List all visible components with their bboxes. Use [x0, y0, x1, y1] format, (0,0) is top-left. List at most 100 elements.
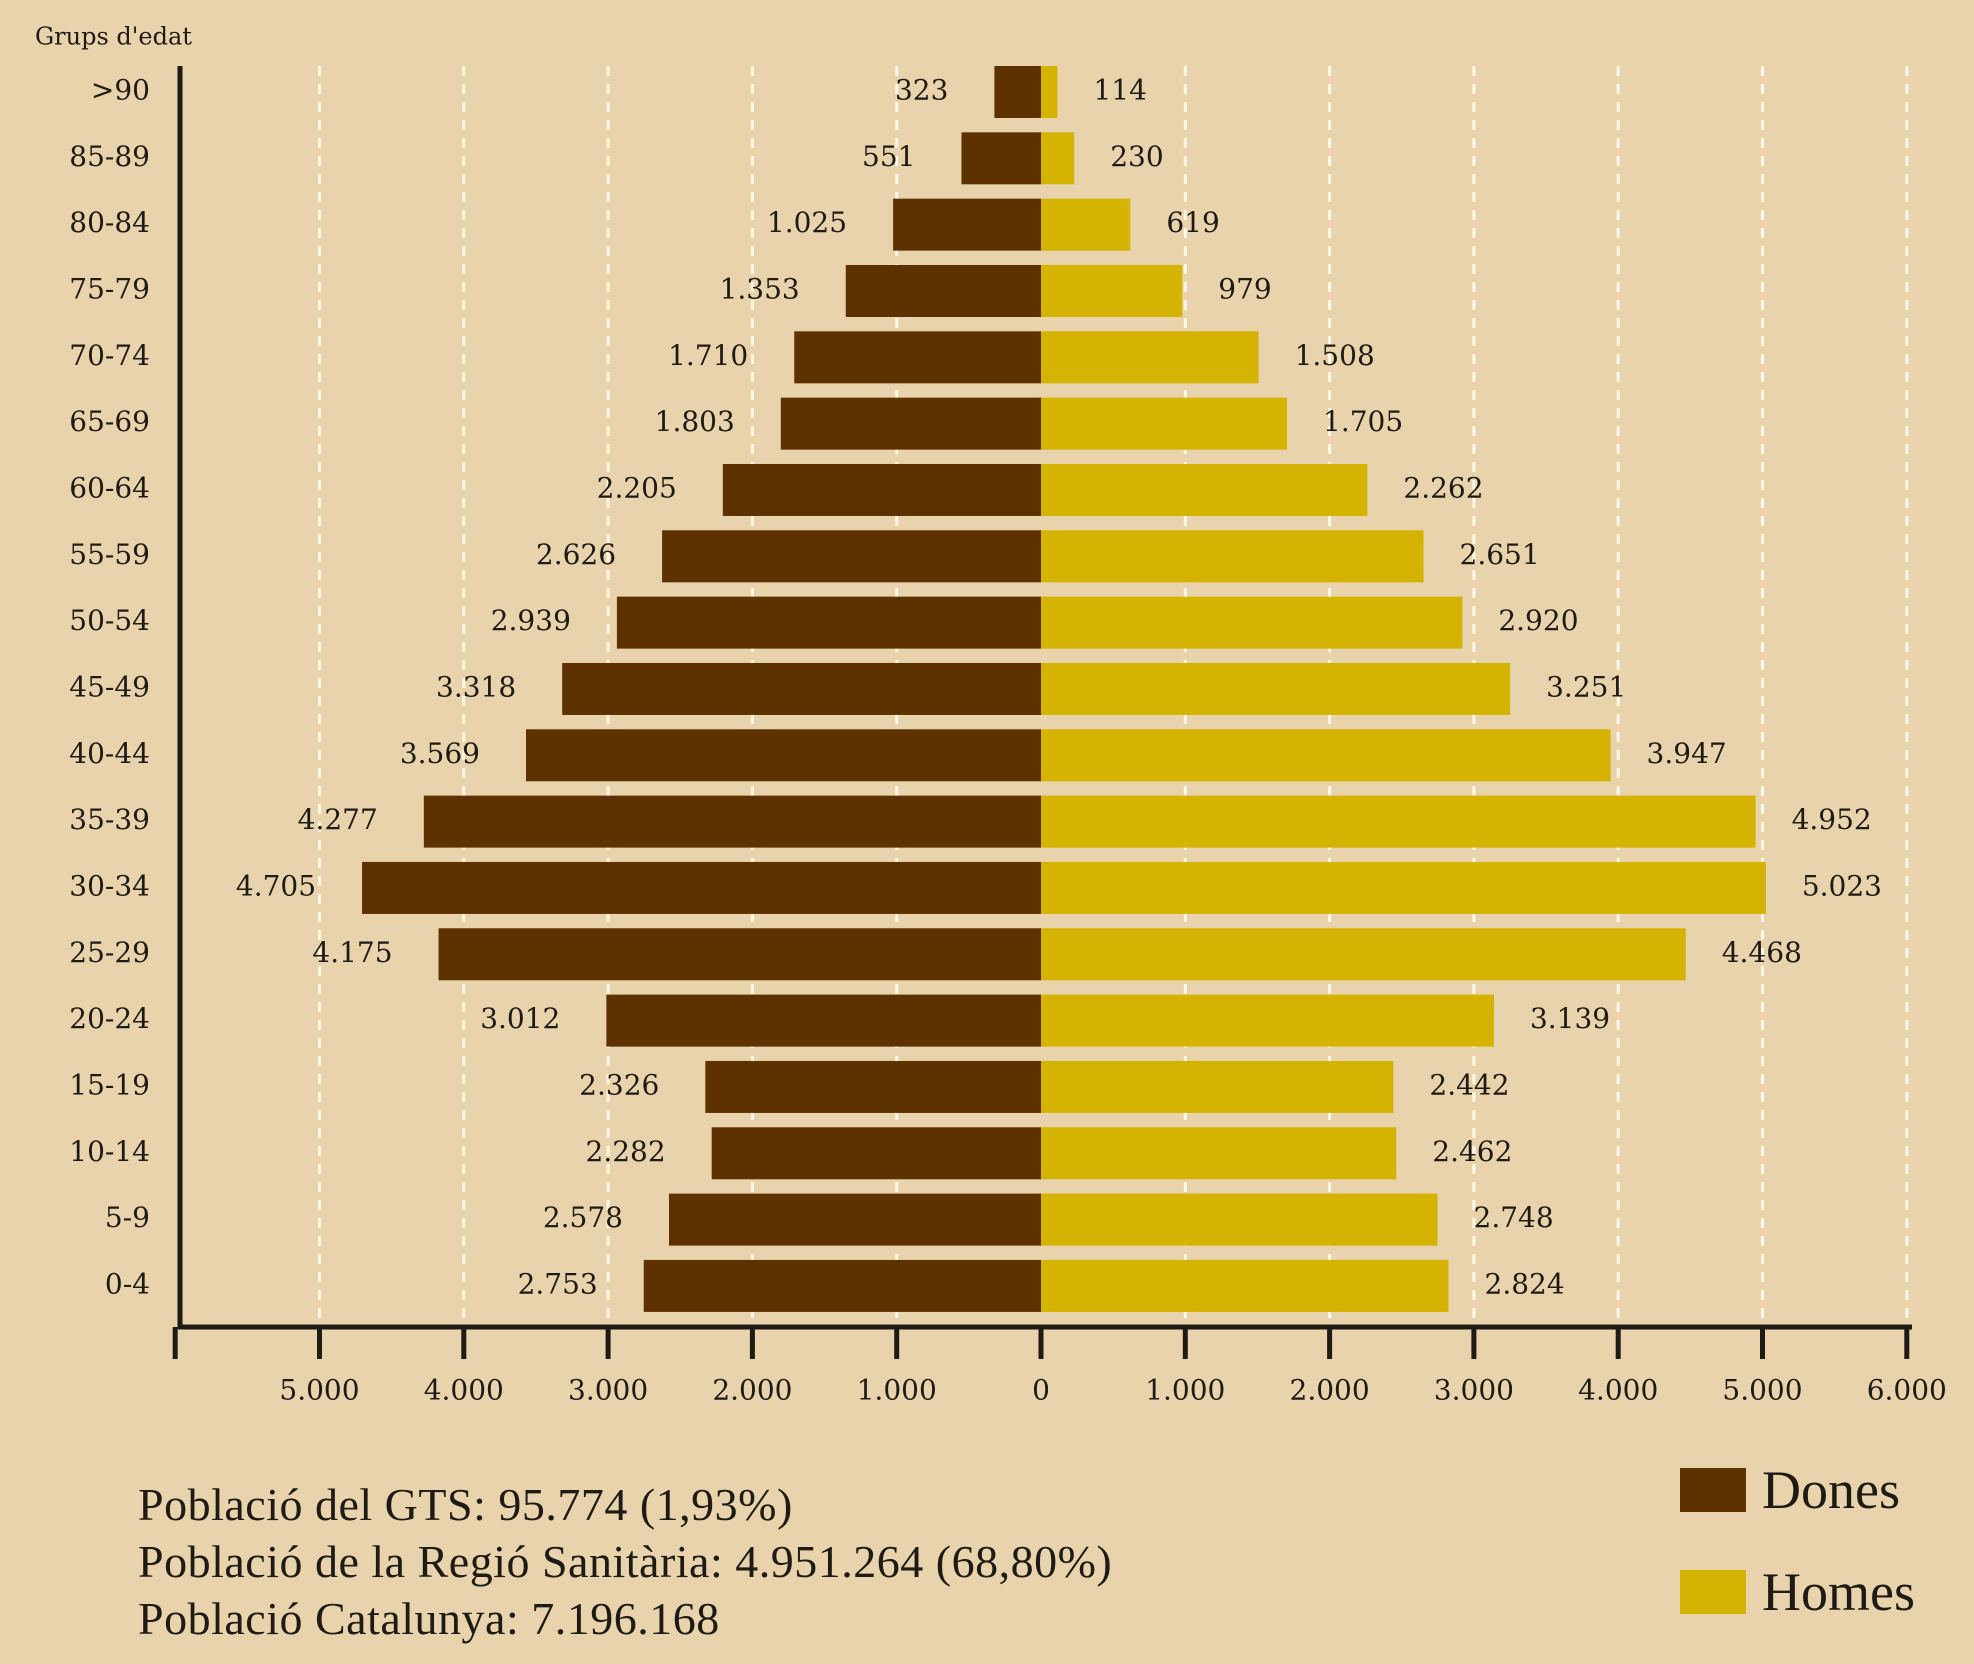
- value-label-homes: 114: [1093, 74, 1146, 107]
- value-label-dones: 3.318: [436, 670, 516, 703]
- category-label: 80-84: [69, 206, 150, 239]
- value-label-dones: 2.326: [579, 1068, 659, 1101]
- category-label: 35-39: [69, 803, 150, 836]
- x-tick-label: 0: [1032, 1374, 1050, 1407]
- bar-homes: [1041, 1259, 1449, 1312]
- x-tick-label: 2.000: [1290, 1374, 1370, 1407]
- legend-label-homes: Homes: [1762, 1562, 1915, 1622]
- bar-homes: [1041, 1193, 1438, 1246]
- x-tick-label: 6.000: [1867, 1374, 1947, 1407]
- bar-homes: [1041, 662, 1511, 715]
- value-label-dones: 1.025: [767, 206, 847, 239]
- y-axis-title: Grups d'edat: [35, 23, 192, 51]
- bar-homes: [1041, 264, 1183, 317]
- bar-dones: [893, 198, 1041, 251]
- bar-dones: [961, 132, 1041, 185]
- value-label-homes: 2.748: [1474, 1201, 1554, 1234]
- category-label: 20-24: [69, 1002, 150, 1035]
- category-label: 75-79: [69, 272, 150, 305]
- value-label-dones: 323: [895, 74, 948, 107]
- value-label-dones: 4.175: [312, 936, 392, 969]
- x-tick-label: 4.000: [1578, 1374, 1658, 1407]
- value-label-homes: 3.251: [1546, 670, 1626, 703]
- population-summary: Població del GTS: 95.774 (1,93%) Poblaci…: [138, 1476, 1112, 1647]
- value-label-dones: 3.569: [400, 737, 480, 770]
- value-label-homes: 3.947: [1647, 737, 1727, 770]
- category-label: 15-19: [69, 1068, 150, 1101]
- value-label-homes: 3.139: [1530, 1002, 1610, 1035]
- value-label-homes: 230: [1110, 140, 1163, 173]
- value-label-homes: 2.442: [1429, 1068, 1509, 1101]
- value-label-dones: 1.353: [720, 272, 800, 305]
- bar-homes: [1041, 463, 1368, 516]
- bar-dones: [643, 1259, 1041, 1312]
- bar-homes: [1041, 994, 1494, 1047]
- bar-homes: [1041, 66, 1058, 118]
- bar-dones: [705, 1060, 1041, 1113]
- value-label-homes: 979: [1218, 272, 1271, 305]
- value-label-homes: 2.262: [1403, 471, 1483, 504]
- bar-homes: [1041, 331, 1259, 384]
- population-pyramid-chart: Grups d'edat >90 323 114 85-89 551 230 80-84 1.0…: [35, 23, 1947, 1407]
- x-tick-label: 3.000: [1434, 1374, 1514, 1407]
- value-label-dones: 2.205: [597, 471, 677, 504]
- x-tick-label: 2.000: [712, 1374, 792, 1407]
- value-label-homes: 619: [1166, 206, 1219, 239]
- bar-dones: [711, 1127, 1041, 1180]
- value-label-dones: 4.705: [236, 869, 316, 902]
- bar-dones: [662, 530, 1041, 583]
- bar-dones: [606, 994, 1041, 1047]
- category-label: 10-14: [69, 1135, 150, 1168]
- category-label: >90: [91, 74, 150, 107]
- bar-dones: [362, 861, 1042, 914]
- bar-homes: [1041, 132, 1075, 185]
- legend-item-homes: Homes: [1680, 1562, 1915, 1622]
- bar-dones: [794, 331, 1041, 384]
- x-tick-label: 1.000: [857, 1374, 937, 1407]
- bar-dones: [562, 662, 1041, 715]
- legend-item-dones: Dones: [1680, 1460, 1915, 1520]
- category-label: 85-89: [69, 140, 150, 173]
- category-label: 5-9: [105, 1201, 150, 1234]
- value-label-dones: 3.012: [480, 1002, 560, 1035]
- bar-homes: [1041, 1127, 1397, 1180]
- x-tick-label: 5.000: [279, 1374, 359, 1407]
- bar-dones: [616, 596, 1041, 649]
- category-label: 25-29: [69, 936, 150, 969]
- legend: Dones Homes: [1680, 1460, 1915, 1664]
- value-label-dones: 1.710: [668, 339, 748, 372]
- legend-swatch-dones: [1680, 1468, 1746, 1512]
- bar-homes: [1041, 1060, 1394, 1113]
- bar-dones: [525, 729, 1041, 782]
- category-label: 40-44: [69, 737, 150, 770]
- legend-swatch-homes: [1680, 1570, 1746, 1614]
- value-label-dones: 2.626: [536, 538, 616, 571]
- category-label: 60-64: [69, 471, 150, 504]
- bar-homes: [1041, 397, 1288, 450]
- bar-homes: [1041, 795, 1756, 848]
- bar-homes: [1041, 596, 1463, 649]
- category-label: 65-69: [69, 405, 150, 438]
- value-label-homes: 1.705: [1323, 405, 1403, 438]
- value-label-homes: 1.508: [1295, 339, 1375, 372]
- bar-dones: [780, 397, 1041, 450]
- value-label-dones: 2.282: [586, 1135, 666, 1168]
- bar-dones: [722, 463, 1041, 516]
- x-tick-label: 5.000: [1722, 1374, 1802, 1407]
- category-label: 0-4: [105, 1267, 150, 1300]
- value-label-homes: 2.824: [1485, 1267, 1565, 1300]
- category-label: 30-34: [69, 869, 150, 902]
- bar-dones: [423, 795, 1042, 848]
- value-label-dones: 2.578: [543, 1201, 623, 1234]
- region-population: Població de la Regió Sanitària: 4.951.26…: [138, 1536, 1113, 1587]
- value-label-dones: 551: [862, 140, 915, 173]
- category-label: 70-74: [69, 339, 150, 372]
- legend-label-dones: Dones: [1762, 1460, 1900, 1520]
- bar-homes: [1041, 928, 1686, 981]
- bar-homes: [1041, 861, 1766, 914]
- value-label-dones: 1.803: [655, 405, 735, 438]
- category-label: 45-49: [69, 670, 150, 703]
- value-label-homes: 2.920: [1498, 604, 1578, 637]
- value-label-homes: 4.468: [1722, 936, 1802, 969]
- bar-homes: [1041, 729, 1611, 782]
